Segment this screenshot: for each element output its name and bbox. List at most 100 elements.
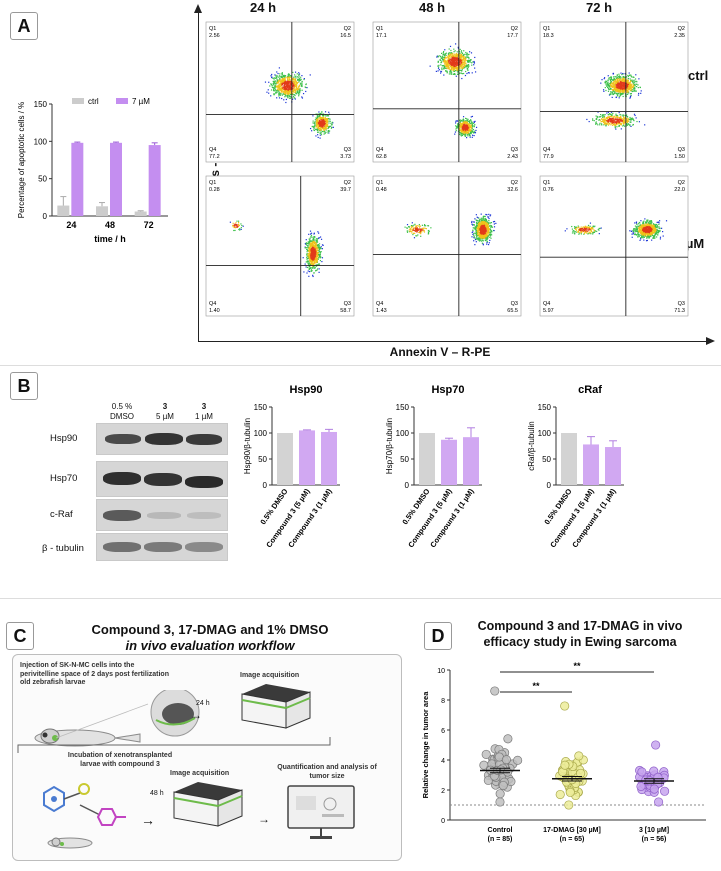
flow-event: [305, 256, 308, 258]
flow-event: [456, 125, 458, 128]
flow-event: [325, 120, 328, 122]
flow-event: [484, 231, 486, 234]
flow-event: [609, 77, 611, 79]
flow-event: [315, 253, 317, 255]
flow-event: [466, 131, 469, 134]
flow-event: [622, 120, 625, 122]
flow-event: [487, 237, 489, 239]
flow-event: [604, 81, 606, 83]
flow-event: [306, 242, 309, 245]
flow-event: [308, 264, 310, 266]
flow-event: [489, 239, 491, 242]
flow-event: [450, 66, 452, 68]
flow-event: [318, 111, 320, 113]
flow-event: [284, 79, 286, 81]
flow-event: [617, 116, 619, 118]
flow-event: [485, 230, 487, 232]
flow-event: [484, 237, 486, 239]
flow-event: [271, 85, 273, 87]
flow-event: [611, 85, 613, 88]
flow-event: [234, 224, 236, 226]
flow-event: [446, 65, 449, 67]
flow-event: [612, 121, 614, 123]
flow-event: [618, 88, 620, 91]
flow-event: [454, 66, 457, 68]
flow-event: [280, 84, 282, 86]
flow-event: [459, 119, 461, 121]
flow-event: [306, 260, 308, 262]
flow-event: [607, 114, 609, 116]
flow-event: [626, 121, 628, 123]
flow-event: [631, 90, 633, 93]
flow-event: [466, 54, 468, 56]
flow-event: [461, 68, 463, 70]
flow-event: [318, 251, 321, 253]
flow-event: [278, 80, 280, 82]
flow-event: [461, 134, 464, 137]
flow-event: [305, 83, 307, 85]
flow-event: [485, 224, 487, 226]
flow-event: [309, 257, 311, 260]
flow-event: [309, 237, 311, 239]
flow-event: [480, 237, 482, 239]
flow-event: [277, 72, 279, 75]
flow-event: [418, 228, 420, 230]
flow-event: [465, 123, 468, 125]
flow-event: [598, 119, 601, 121]
flow-event: [462, 118, 464, 120]
flow-event: [448, 71, 451, 73]
legend-label-ctrl: ctrl: [88, 97, 99, 106]
flow-event: [313, 251, 316, 253]
flow-event: [623, 80, 625, 82]
flow-event: [468, 72, 470, 74]
flow-event: [273, 93, 276, 95]
flow-event: [462, 125, 465, 127]
flow-event: [303, 78, 305, 81]
flow-event: [455, 64, 457, 66]
flow-event: [293, 94, 295, 96]
flow-event: [464, 57, 466, 59]
flow-event: [312, 242, 314, 244]
flow-event: [467, 54, 469, 56]
flow-event: [326, 121, 328, 123]
flow-event: [295, 79, 297, 81]
flow-event: [615, 84, 617, 86]
flow-event: [463, 58, 465, 60]
flow-event: [470, 124, 472, 126]
flow-event: [479, 236, 482, 239]
flow-event: [489, 222, 492, 224]
flow-event: [416, 229, 419, 232]
flow-event: [317, 246, 319, 248]
flow-event: [277, 90, 279, 92]
flow-event: [315, 126, 317, 128]
flow-event: [638, 92, 640, 95]
flow-event: [312, 256, 314, 258]
flow-event: [616, 76, 618, 78]
flow-event: [617, 77, 619, 79]
flow-event: [452, 73, 455, 75]
flow-event: [316, 125, 318, 127]
flow-event: [481, 227, 484, 229]
flow-event: [281, 79, 283, 81]
flow-event: [410, 228, 412, 230]
flow-event: [469, 59, 472, 61]
flow-event: [419, 231, 421, 233]
flow-event: [313, 261, 316, 263]
flow-event: [473, 125, 475, 127]
flow-event: [470, 119, 472, 121]
flow-event: [456, 51, 458, 53]
flow-event: [331, 124, 333, 126]
flow-event: [416, 231, 418, 233]
flow-event: [442, 61, 445, 63]
flow-event: [461, 133, 463, 135]
flow-event: [437, 60, 439, 62]
flow-event: [484, 223, 486, 225]
flow-event: [472, 61, 474, 63]
flow-event: [313, 240, 315, 242]
flow-event: [442, 58, 444, 60]
flow-event: [308, 248, 311, 250]
flow-event: [295, 81, 297, 83]
flow-event: [612, 119, 614, 121]
flow-event: [312, 274, 314, 276]
flow-event: [293, 86, 295, 89]
